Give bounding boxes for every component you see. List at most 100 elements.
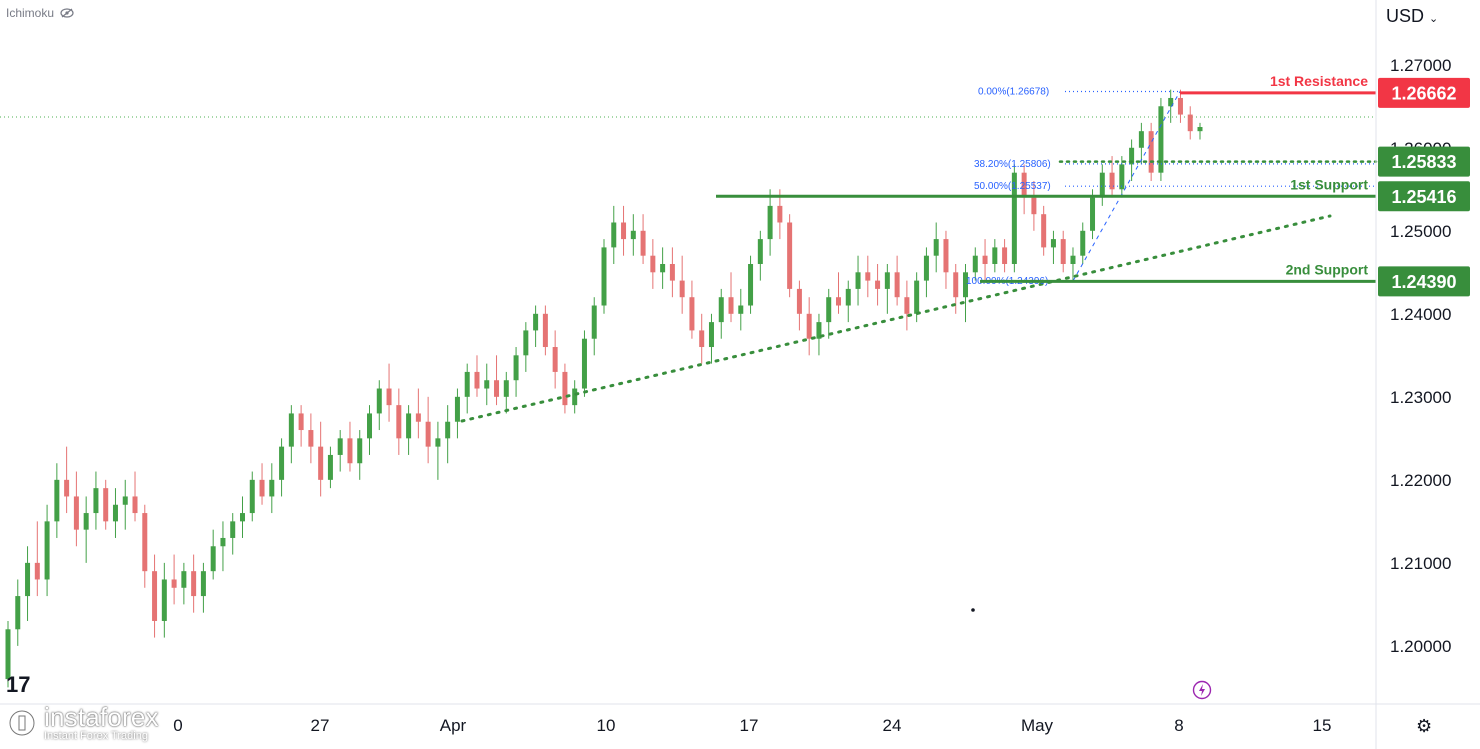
currency-selector[interactable]: USD ⌄ bbox=[1386, 6, 1438, 27]
candle-body bbox=[1148, 131, 1154, 173]
candle-body bbox=[992, 247, 998, 264]
candle-body bbox=[142, 513, 148, 572]
candle-body bbox=[757, 239, 763, 264]
brand-logo: instaforex Instant Forex Trading bbox=[4, 704, 159, 742]
price-badge-value: 1.25416 bbox=[1391, 187, 1456, 207]
candle-body bbox=[230, 521, 236, 538]
price-badge bbox=[1378, 266, 1470, 297]
candle-body bbox=[953, 272, 959, 298]
candle-body bbox=[1197, 127, 1203, 132]
candle-body bbox=[1187, 114, 1193, 132]
candle-body bbox=[15, 596, 21, 630]
candle-body bbox=[1168, 97, 1174, 107]
candle-body bbox=[533, 313, 539, 331]
candle-body bbox=[64, 479, 70, 497]
price-tick-label: 1.22000 bbox=[1390, 471, 1451, 490]
candle-body bbox=[200, 571, 206, 597]
candle-body bbox=[875, 280, 881, 289]
candle-body bbox=[1011, 172, 1017, 264]
candle-body bbox=[161, 579, 167, 621]
gear-icon[interactable]: ⚙ bbox=[1416, 716, 1433, 736]
candle-body bbox=[845, 288, 851, 306]
candle-body bbox=[435, 438, 441, 447]
candle-body bbox=[34, 562, 40, 580]
brand-name: instaforex bbox=[44, 702, 159, 732]
candle-body bbox=[1002, 247, 1008, 264]
candle-body bbox=[1177, 97, 1183, 115]
fib-level-label: 0.00%(1.26678) bbox=[978, 86, 1049, 97]
candle-body bbox=[1060, 239, 1066, 264]
candle-body bbox=[914, 280, 920, 314]
candle-body bbox=[660, 264, 666, 273]
candle-body bbox=[494, 380, 500, 397]
candle-body bbox=[103, 488, 109, 522]
candle-body bbox=[318, 446, 324, 480]
chevron-down-icon: ⌄ bbox=[1429, 13, 1439, 25]
candle-body bbox=[73, 496, 79, 530]
candle-body bbox=[259, 479, 265, 497]
candle-body bbox=[904, 297, 910, 314]
candle-body bbox=[767, 205, 773, 240]
candle-body bbox=[337, 438, 343, 455]
candle-body bbox=[1119, 164, 1125, 190]
price-tick-label: 1.27000 bbox=[1390, 56, 1451, 75]
time-tick-label: 10 bbox=[597, 716, 616, 735]
candle-body bbox=[1080, 230, 1086, 256]
candle-body bbox=[787, 222, 793, 289]
candle-body bbox=[601, 247, 607, 306]
candle-body bbox=[239, 513, 245, 522]
indicator-legend[interactable]: Ichimoku bbox=[6, 6, 74, 20]
candle-body bbox=[806, 313, 812, 339]
candle-body bbox=[503, 380, 509, 397]
indicator-label: Ichimoku bbox=[6, 6, 55, 20]
price-badge-value: 1.26662 bbox=[1391, 83, 1456, 103]
candle-body bbox=[93, 488, 99, 514]
instaforex-logo-icon bbox=[7, 708, 37, 738]
candle-body bbox=[249, 479, 255, 514]
eye-off-icon[interactable] bbox=[60, 8, 74, 18]
price-badge bbox=[1378, 146, 1470, 177]
candle-body bbox=[640, 230, 646, 256]
candle-body bbox=[279, 446, 285, 480]
candle-body bbox=[513, 355, 519, 381]
brand-tagline: Instant Forex Trading bbox=[44, 730, 148, 742]
candle-body bbox=[445, 421, 451, 439]
level-price-badges: 1.26662 1.25833 1.25416 1.24390 bbox=[1378, 77, 1470, 297]
candle-body bbox=[367, 413, 373, 439]
price-tick-label: 1.20000 bbox=[1390, 637, 1451, 656]
candle-body bbox=[1129, 147, 1135, 165]
flash-icon[interactable] bbox=[1192, 680, 1212, 700]
candle-body bbox=[718, 297, 724, 323]
candle-body bbox=[171, 579, 177, 588]
cursor-dot bbox=[971, 608, 975, 612]
candle-body bbox=[376, 388, 382, 414]
candle-body bbox=[386, 388, 392, 406]
candle-body bbox=[415, 413, 421, 422]
candle-body bbox=[83, 513, 89, 530]
candle-body bbox=[562, 371, 568, 406]
candle-body bbox=[112, 504, 118, 522]
candle-body bbox=[54, 479, 60, 522]
candle-body bbox=[1041, 214, 1047, 248]
candle-body bbox=[132, 496, 138, 514]
candle-body bbox=[152, 571, 158, 621]
candle-body bbox=[484, 380, 490, 389]
time-tick-label: 8 bbox=[1174, 716, 1183, 735]
time-axis-ticks: 0 27 Apr 10 17 24 May 8 15 bbox=[173, 716, 1331, 735]
candle-body bbox=[796, 288, 802, 314]
candle-body bbox=[122, 496, 128, 505]
candle-body bbox=[748, 264, 754, 306]
candle-body bbox=[474, 371, 480, 389]
candle-body bbox=[572, 388, 578, 406]
candle-body bbox=[933, 239, 939, 256]
candle-body bbox=[1031, 197, 1037, 215]
candle-body bbox=[1138, 131, 1144, 148]
candle-body bbox=[738, 305, 744, 314]
candle-body bbox=[669, 264, 675, 281]
candle-body bbox=[611, 222, 617, 248]
tradingview-logo-icon[interactable]: 17 bbox=[6, 672, 31, 697]
time-tick-label: 15 bbox=[1313, 716, 1332, 735]
candle-body bbox=[181, 571, 187, 588]
candle-body bbox=[777, 205, 783, 223]
